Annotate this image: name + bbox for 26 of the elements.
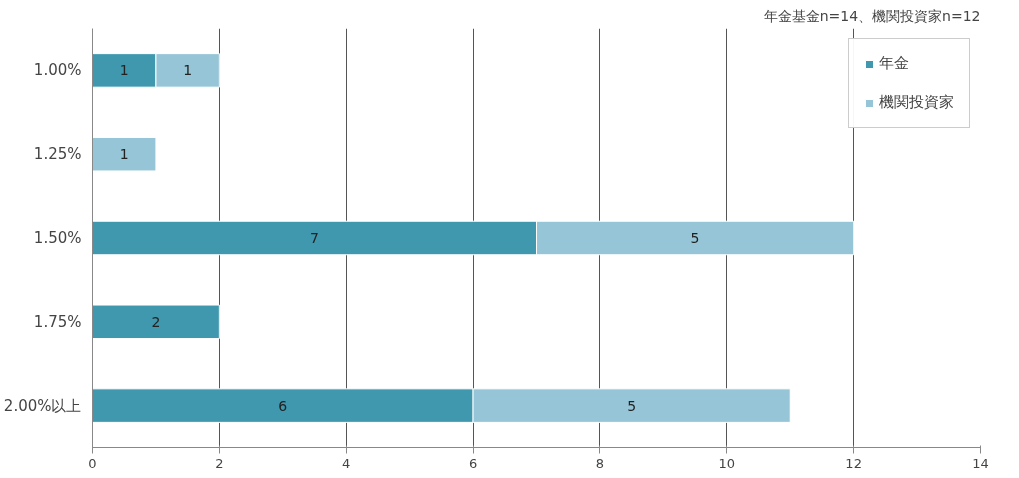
x-tick-label: 6 [468,455,478,471]
y-tick-label: 1.50% [33,229,82,247]
data-label: 7 [310,230,319,246]
y-tick-label: 1.75% [33,312,82,331]
data-label: 6 [278,397,288,414]
x-tick-label: 14 [972,455,989,471]
x-tick-label: 8 [595,455,605,471]
y-tick-label: 1.25% [33,145,82,164]
bar [92,136,157,172]
data-label: 2 [151,313,161,330]
data-label: 1 [119,62,129,79]
legend-label: 機関投資家 [879,93,954,112]
x-tick-label: 0 [88,455,97,471]
data-label: 1 [183,62,193,79]
x-tick-label: 12 [845,455,862,471]
x-tick-label: 10 [718,455,736,471]
data-label: 5 [690,230,700,246]
data-label: 5 [627,397,637,414]
y-tick-label: 2.00%以上 [3,396,82,415]
legend-label: 年金 [879,54,909,73]
data-label: 1 [119,146,129,163]
y-tick-label: 1.00% [33,61,82,80]
x-tick-label: 4 [342,455,351,471]
text: 年金基金n=14、機関投資家n=12 [763,7,981,24]
bar [92,304,220,340]
x-tick-label: 2 [215,455,224,471]
